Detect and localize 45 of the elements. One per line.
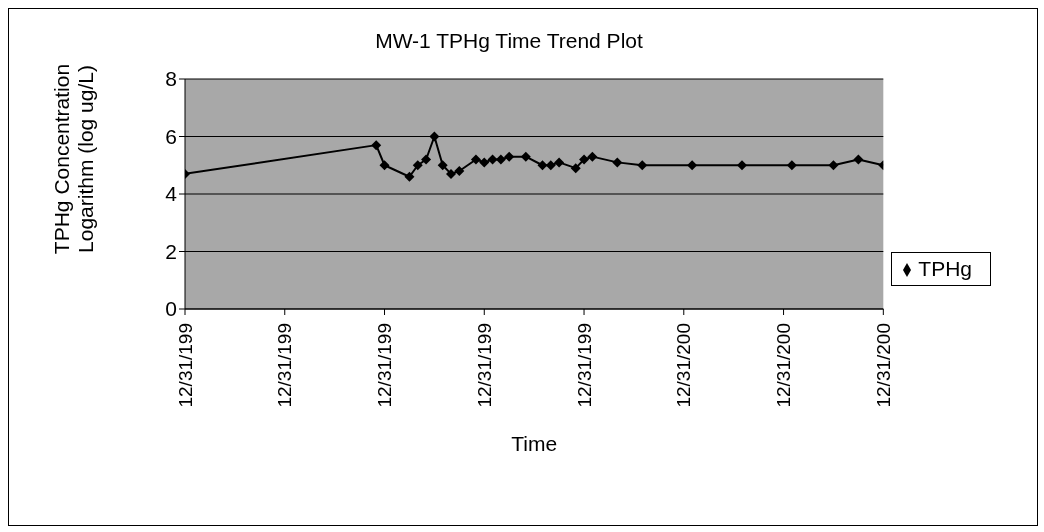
point: [786, 160, 797, 171]
x-tick-label: 12/31/199: [174, 323, 196, 408]
point: [545, 160, 556, 171]
y-tick-label: 2: [165, 239, 177, 263]
x-tick-label: 12/31/199: [274, 323, 296, 408]
point: [520, 151, 531, 162]
y-tick-label: 4: [165, 182, 178, 206]
x-tick-label: 12/31/199: [374, 323, 396, 408]
y-axis-title: TPHg Concentration Logarithm (log ug/L): [50, 63, 97, 255]
y-tick-label: 8: [165, 67, 177, 91]
point: [495, 154, 506, 165]
point: [570, 163, 581, 174]
point: [504, 151, 515, 162]
point: [487, 154, 498, 165]
point: [537, 160, 548, 171]
x-tick-label: 12/31/199: [473, 323, 495, 408]
point: [429, 131, 440, 142]
point: [412, 160, 423, 171]
point: [587, 151, 598, 162]
x-tick-label: 12/31/199: [573, 323, 595, 408]
x-tick-label: 12/31/200: [673, 323, 695, 408]
legend-label: TPHg: [918, 257, 972, 280]
point: [404, 171, 415, 182]
point: [554, 157, 565, 168]
point: [637, 160, 648, 171]
chart-title: MW-1 TPHg Time Trend Plot: [374, 29, 644, 53]
x-tick-label: 12/31/200: [872, 323, 894, 408]
point: [421, 154, 432, 165]
point: [828, 160, 839, 171]
point: [470, 154, 481, 165]
point: [736, 160, 747, 171]
point: [454, 166, 465, 176]
y-tick-label: 0: [165, 297, 177, 321]
point: [379, 160, 390, 171]
point: [437, 160, 448, 171]
point: [579, 154, 590, 165]
point: [446, 168, 457, 179]
point: [687, 160, 698, 171]
y-tick-label: 6: [165, 124, 177, 148]
x-tick-label: 12/31/200: [773, 323, 795, 408]
point: [612, 157, 623, 168]
point: [371, 140, 382, 151]
x-axis-title: Time: [511, 432, 558, 455]
point: [479, 157, 490, 168]
point: [853, 154, 864, 165]
